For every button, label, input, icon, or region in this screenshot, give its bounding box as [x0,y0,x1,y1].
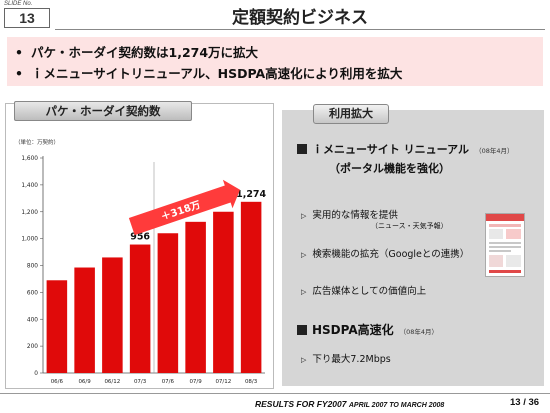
x-tick-label: 07/6 [162,379,175,385]
footer-main: RESULTS FOR FY2007 [255,399,347,409]
summary-bullets: • パケ・ホーダイ契約数は1,274万に拡大 • ｉメニューサイトリニューアル、HS… [7,37,543,86]
list-item: ▷ 実用的な情報を提供 [301,207,398,221]
x-tick-label: 07/9 [189,379,202,385]
list-item: ▷ 下り最大7.2Mbps [301,351,391,365]
y-tick-label: 600 [27,290,38,296]
footer-divider [0,393,550,394]
imenu-screen-illustration [486,214,524,273]
square-bullet-icon [297,325,307,335]
section-imenu-title: ｉメニューサイト リニューアル [312,143,470,156]
y-tick-label: 1,200 [21,210,38,216]
slide-number: 13 [4,8,50,28]
y-tick-label: 0 [34,371,38,377]
list-item-text: 下り最大7.2Mbps [312,354,391,365]
y-tick-label: 400 [27,317,38,323]
bullet-marker: • [15,66,23,81]
bullet-item: • パケ・ホーダイ契約数は1,274万に拡大 [15,42,258,61]
y-tick-label: 200 [27,344,38,350]
data-label: 1,274 [236,189,266,200]
x-tick-label: 06/9 [78,379,91,385]
imenu-screen-image [485,213,525,277]
bar [213,211,234,373]
bullet-marker: • [15,45,23,60]
x-tick-label: 07/12 [215,379,231,385]
bar [74,267,95,373]
bar [46,280,68,373]
list-item-text: 実用的な情報を提供 [312,210,398,221]
list-item: ▷ 広告媒体としての価値向上 [301,283,426,297]
footer-sub: APRIL 2007 TO MARCH 2008 [348,402,445,409]
triangle-bullet-icon: ▷ [301,356,307,364]
section-imenu: ｉメニューサイト リニューアル （08年4月） [297,141,513,157]
section-imenu-date: （08年4月） [475,147,514,155]
page-title: 定額契約ビジネス [232,8,368,28]
x-tick-label: 06/12 [104,379,120,385]
section-hsdpa-title: HSDPA高速化 [312,323,394,337]
y-tick-label: 1,600 [21,156,38,162]
list-item-note: （ニュース・天気予報） [371,222,448,230]
unit-label: （単位：万契約） [15,138,59,146]
bar [157,233,179,373]
y-tick-label: 1,000 [21,237,38,243]
bullet-text: パケ・ホーダイ契約数は1,274万に拡大 [31,45,259,60]
x-tick-label: 06/6 [51,379,64,385]
bar [185,221,206,373]
bullet-item: • ｉメニューサイトリニューアル、HSDPA高速化により利用を拡大 [15,63,402,82]
section-hsdpa-date: （08年4月） [399,328,439,336]
x-tick-label: 08/3 [245,379,258,385]
chart-header: パケ・ホーダイ契約数 [14,101,192,121]
list-item: ▷ 検索機能の拡充（Googleとの連携） [301,246,469,260]
bar [240,201,262,373]
list-item-text: 広告媒体としての価値向上 [312,286,427,297]
y-tick-label: 1,400 [21,183,38,189]
list-item-text: 検索機能の拡充（Googleとの連携） [312,249,470,260]
page-number: 13 / 36 [510,397,540,408]
triangle-bullet-icon: ▷ [301,251,307,259]
y-tick-label: 800 [27,264,38,270]
panel-header: 利用拡大 [313,104,389,124]
square-bullet-icon [297,144,307,154]
slide-number-label: SLIDE No. [4,1,33,7]
triangle-bullet-icon: ▷ [301,288,307,296]
section-hsdpa: HSDPA高速化 （08年4月） [297,321,438,338]
title-divider [55,29,545,30]
bar-chart: （単位：万契約） 0 200 400 600 800 1,000 1,200 1,400 1,60… [15,138,267,385]
footer-text: RESULTS FOR FY2007 APRIL 2007 TO MARCH 2… [255,399,444,409]
bullet-text: ｉメニューサイトリニューアル、HSDPA高速化により利用を拡大 [31,66,403,81]
x-tick-label: 07/3 [134,379,147,385]
section-imenu-subtitle: （ポータル機能を強化） [329,162,450,175]
bar [129,244,151,373]
bar [102,257,123,373]
growth-arrow [128,179,240,236]
data-label: 956 [130,232,150,243]
triangle-bullet-icon: ▷ [301,212,307,220]
